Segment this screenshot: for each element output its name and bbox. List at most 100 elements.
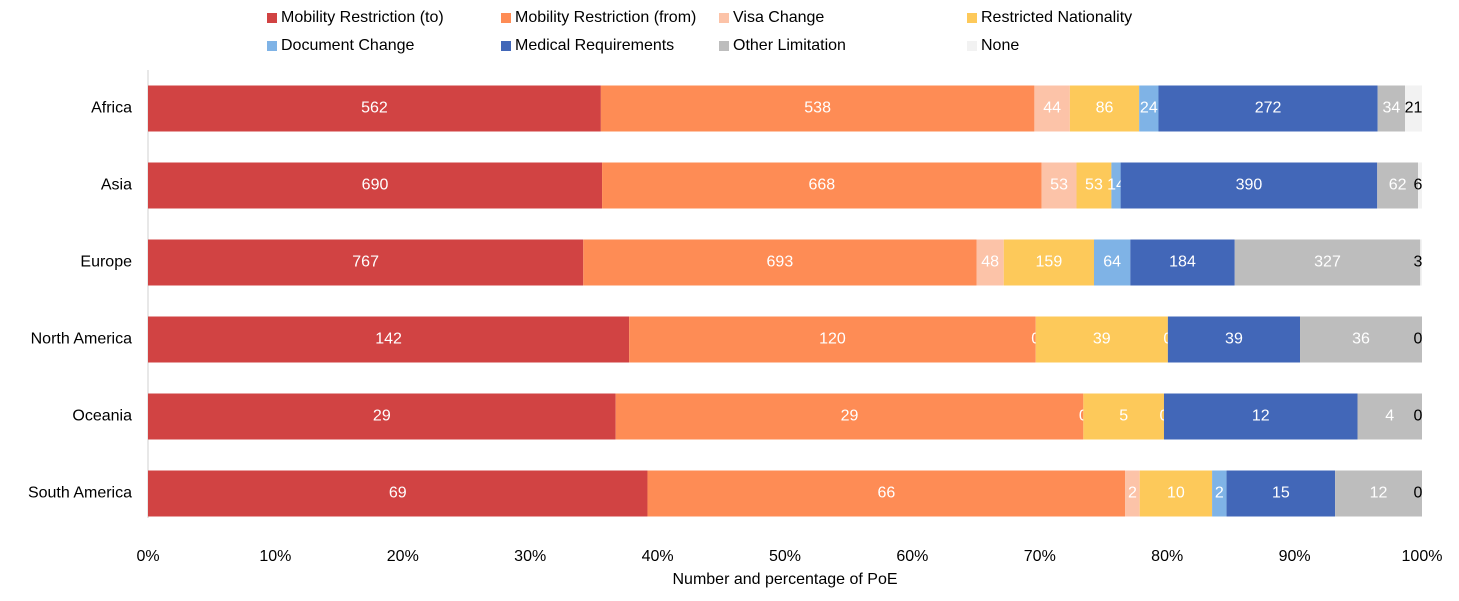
bar-segment — [1357, 393, 1422, 440]
data-label: 668 — [808, 177, 835, 194]
bar-segment — [1139, 85, 1159, 132]
bar-segment — [1041, 162, 1077, 209]
data-label: 5 — [1119, 408, 1128, 425]
data-label: 66 — [877, 485, 895, 502]
data-label: 767 — [352, 254, 379, 271]
legend-swatch — [967, 13, 977, 23]
x-tick-label: 10% — [259, 548, 291, 565]
bar-segment — [1035, 316, 1168, 363]
bar-segment — [148, 85, 601, 132]
data-label: 0 — [1414, 485, 1423, 502]
bar-segment — [148, 470, 648, 517]
legend-label: None — [981, 37, 1019, 54]
legend-label: Document Change — [281, 37, 415, 54]
data-label: 2 — [1128, 485, 1137, 502]
bar-segment — [1377, 162, 1419, 209]
bar-segment — [1420, 239, 1422, 286]
data-label: 690 — [362, 177, 389, 194]
x-tick-label: 100% — [1402, 548, 1443, 565]
legend-label: Mobility Restriction (to) — [281, 9, 444, 26]
data-label: 39 — [1093, 331, 1111, 348]
y-tick-label: Africa — [91, 100, 132, 117]
data-label: 44 — [1043, 100, 1061, 117]
data-label: 142 — [375, 331, 402, 348]
data-label: 6 — [1414, 177, 1423, 194]
data-label: 562 — [361, 100, 388, 117]
data-label: 538 — [804, 100, 831, 117]
x-axis-title: Number and percentage of PoE — [672, 571, 897, 588]
bar-segment — [1167, 316, 1301, 363]
bar-segment — [1418, 162, 1422, 209]
x-tick-label: 30% — [514, 548, 546, 565]
y-tick-label: Asia — [101, 177, 132, 194]
data-label: 24 — [1140, 100, 1158, 117]
data-label: 272 — [1255, 100, 1282, 117]
x-tick-label: 0% — [136, 548, 159, 565]
data-label: 10 — [1167, 485, 1185, 502]
data-label: 62 — [1389, 177, 1407, 194]
bar-segment — [1120, 162, 1378, 209]
data-label: 12 — [1252, 408, 1270, 425]
bar-segment — [615, 393, 1084, 440]
bar-segment — [1335, 470, 1422, 517]
bar-segment — [1139, 470, 1213, 517]
data-label: 159 — [1036, 254, 1063, 271]
bar-segment — [1163, 393, 1358, 440]
data-label: 0 — [1414, 331, 1423, 348]
legend-swatch — [719, 41, 729, 51]
bar-segment — [1234, 239, 1421, 286]
bar-segment — [148, 393, 616, 440]
data-label: 69 — [389, 485, 407, 502]
legend-label: Visa Change — [733, 9, 824, 26]
y-tick-label: South America — [28, 485, 132, 502]
bar-segment — [1069, 85, 1140, 132]
data-label: 2 — [1215, 485, 1224, 502]
bar-segment — [1076, 162, 1112, 209]
x-tick-label: 60% — [896, 548, 928, 565]
y-tick-label: Europe — [80, 254, 132, 271]
bar-segment — [1125, 470, 1140, 517]
data-label: 693 — [767, 254, 794, 271]
legend-label: Other Limitation — [733, 37, 846, 54]
bar-segment — [1300, 316, 1422, 363]
y-tick-label: Oceania — [72, 408, 132, 425]
bar-segment — [1034, 85, 1070, 132]
bar-segment — [583, 239, 977, 286]
legend-label: Restricted Nationality — [981, 9, 1132, 26]
bar-segment — [1405, 85, 1422, 132]
legend-label: Medical Requirements — [515, 37, 674, 54]
bar-segment — [1130, 239, 1235, 286]
bar-segment — [1158, 85, 1378, 132]
data-label: 39 — [1225, 331, 1243, 348]
bar-segment — [148, 316, 630, 363]
bar-segment — [600, 85, 1035, 132]
data-label: 29 — [841, 408, 859, 425]
bar-segment — [647, 470, 1126, 517]
data-label: 184 — [1169, 254, 1196, 271]
legend-swatch — [267, 41, 277, 51]
data-label: 4 — [1385, 408, 1394, 425]
bar-segment — [1093, 239, 1131, 286]
bar-segment — [1212, 470, 1227, 517]
data-label: 14 — [1107, 177, 1125, 194]
legend-swatch — [267, 13, 277, 23]
data-label: 120 — [819, 331, 846, 348]
x-tick-label: 90% — [1279, 548, 1311, 565]
legend-swatch — [501, 13, 511, 23]
legend-label: Mobility Restriction (from) — [515, 9, 696, 26]
bar-segment — [148, 162, 603, 209]
x-tick-label: 50% — [769, 548, 801, 565]
data-label: 12 — [1370, 485, 1388, 502]
bar-segment — [629, 316, 1036, 363]
data-label: 53 — [1085, 177, 1103, 194]
x-tick-label: 80% — [1151, 548, 1183, 565]
bar-segment — [1083, 393, 1164, 440]
data-label: 390 — [1236, 177, 1263, 194]
data-label: 327 — [1314, 254, 1341, 271]
y-tick-label: North America — [31, 331, 132, 348]
data-label: 64 — [1103, 254, 1121, 271]
data-label: 0 — [1414, 408, 1423, 425]
legend-swatch — [719, 13, 729, 23]
data-label: 29 — [373, 408, 391, 425]
